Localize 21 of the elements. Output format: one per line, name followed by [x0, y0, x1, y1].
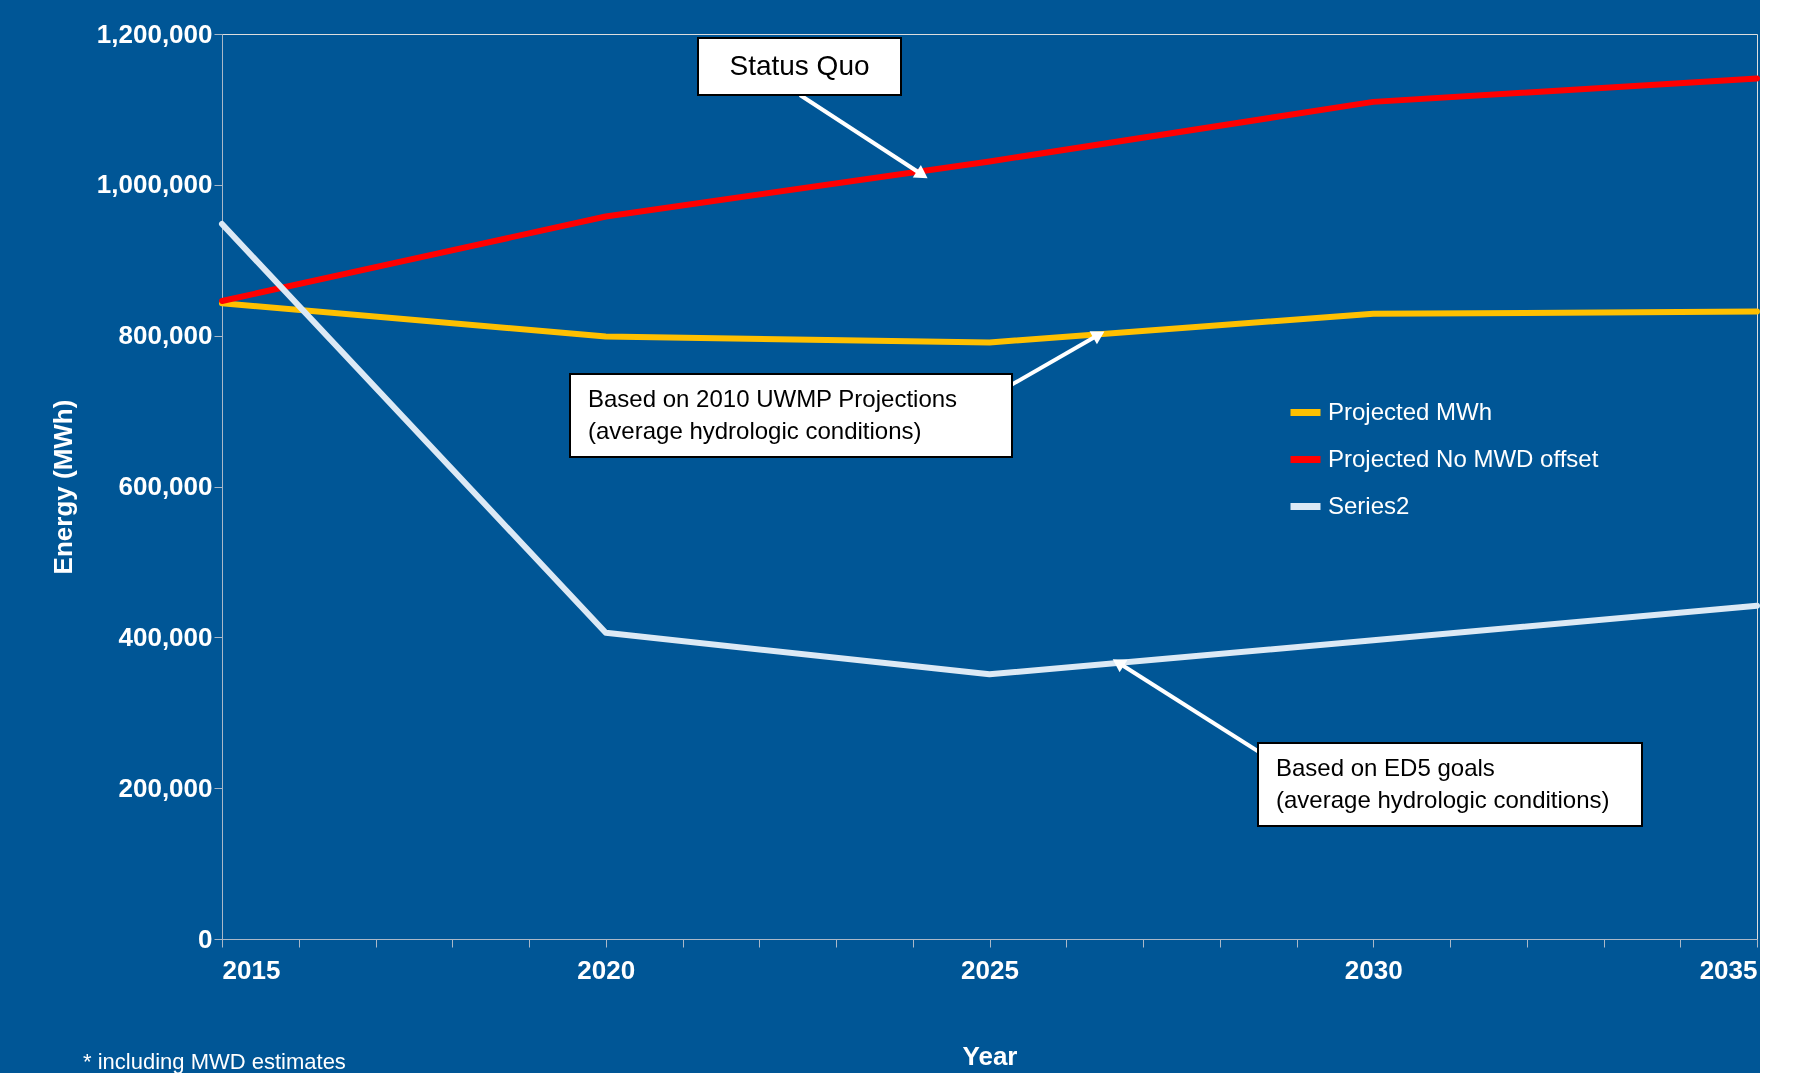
annotation: Based on 2010 UWMP Projections (average hydrologic conditions): [588, 384, 958, 444]
y-axis-title: Energy (MWh): [47, 399, 78, 575]
y-tick-label: 400,000: [118, 621, 213, 652]
y-tick-label: 800,000: [118, 320, 213, 351]
x-tick-label: 2025: [961, 954, 1019, 985]
legend-label: Series2: [1328, 491, 1410, 519]
y-tick-label: 200,000: [118, 772, 213, 803]
x-tick-label: 2015: [222, 954, 281, 985]
x-tick-label: 2020: [577, 954, 636, 985]
annotation: Based on ED5 goals (average hydrologic conditions): [1276, 753, 1610, 813]
x-tick-label: 2030: [1344, 954, 1403, 985]
annotation: Status Quo: [729, 49, 870, 81]
y-tick-label: 1,200,000: [96, 18, 213, 49]
x-tick-label: 2035: [1699, 954, 1758, 985]
y-tick-label: 600,000: [118, 471, 213, 501]
legend-label: Projected No MWD offset: [1328, 444, 1599, 472]
x-axis-title: Year: [962, 1040, 1018, 1071]
text: * including MWD estimates: [83, 1049, 346, 1074]
legend-label: Projected MWh: [1328, 397, 1493, 425]
y-tick-label: 0: [198, 923, 213, 954]
y-tick-label: 1,000,000: [96, 169, 213, 200]
